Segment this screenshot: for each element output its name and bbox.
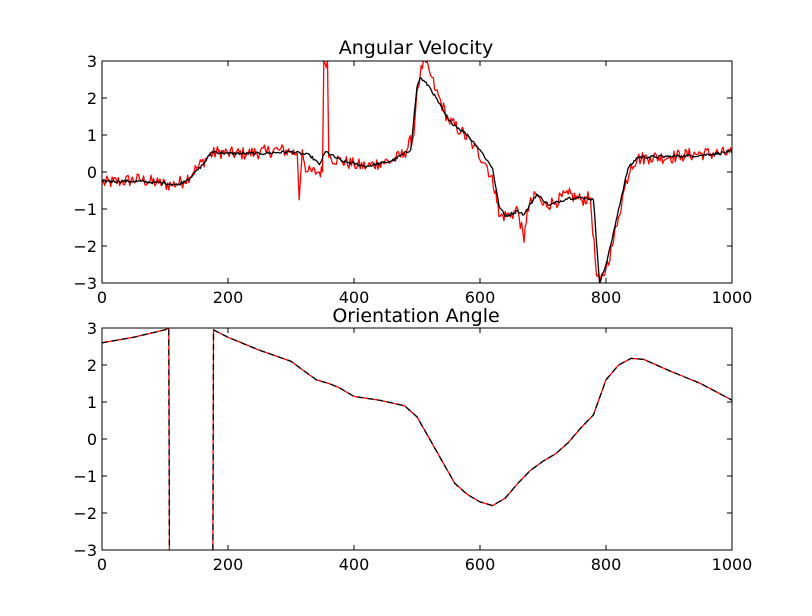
orientation-angle-subplot: Orientation Angle 0 200 400 600 800 10003210−… — [73, 305, 752, 574]
orientation-angle-title: Orientation Angle — [332, 305, 499, 327]
angular-velocity-y-tick-label: −1 — [73, 200, 97, 219]
angular-velocity-x-tick-label: 1000 — [712, 288, 753, 307]
orientation-angle-series-line-2 — [102, 328, 732, 550]
angular-velocity-x-tick-label: 200 — [213, 288, 244, 307]
angular-velocity-y-tick-label: 0 — [87, 163, 97, 182]
angular-velocity-x-tick-label: 0 — [97, 288, 107, 307]
orientation-angle-y-tick-label: −1 — [73, 467, 97, 486]
orientation-angle-x-tick-label: 600 — [465, 555, 496, 574]
orientation-angle-y-tick-label: 0 — [87, 430, 97, 449]
orientation-angle-x-tick-label: 200 — [213, 555, 244, 574]
orientation-angle-y-tick-label: −3 — [73, 541, 97, 560]
angular-velocity-title: Angular Velocity — [339, 37, 493, 59]
angular-velocity-series-line-2 — [102, 77, 732, 283]
angular-velocity-y-tick-label: −2 — [73, 237, 97, 256]
orientation-angle-x-tick-label: 1000 — [712, 555, 753, 574]
orientation-angle-x-tick-label: 0 — [97, 555, 107, 574]
orientation-angle-y-tick-label: 1 — [87, 393, 97, 412]
angular-velocity-y-tick-label: −3 — [73, 274, 97, 293]
orientation-angle-x-tick-label: 400 — [339, 555, 370, 574]
angular-velocity-y-tick-label: 3 — [87, 52, 97, 71]
angular-velocity-y-tick-label: 1 — [87, 126, 97, 145]
angular-velocity-subplot: Angular Velocity 0 200 400 600 800 1000 3 2 1 0 −1… — [73, 37, 752, 307]
orientation-angle-y-tick-label: 3 — [87, 319, 97, 338]
angular-velocity-x-tick-label: 600 — [465, 288, 496, 307]
orientation-angle-x-tick-label: 800 — [591, 555, 622, 574]
orientation-angle-y-tick-label: −2 — [73, 504, 97, 523]
angular-velocity-x-tick-label: 800 — [591, 288, 622, 307]
angular-velocity-x-tick-label: 400 — [339, 288, 370, 307]
angular-velocity-y-tick-label: 2 — [87, 89, 97, 108]
orientation-angle-y-tick-label: 2 — [87, 356, 97, 375]
